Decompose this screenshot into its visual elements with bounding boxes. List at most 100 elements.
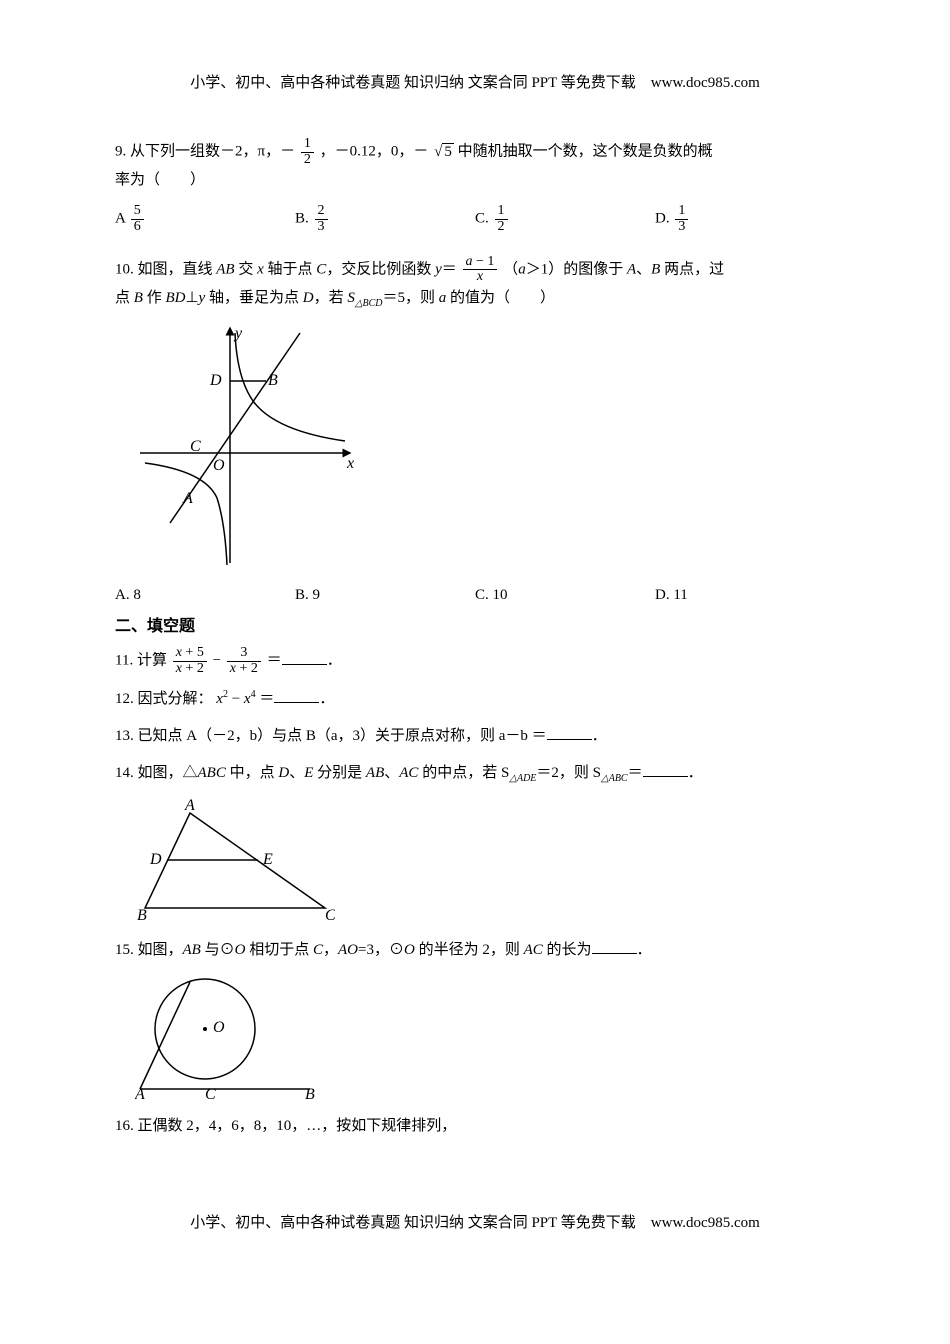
- var-ab: AB: [366, 765, 384, 781]
- var-x: x: [216, 691, 223, 707]
- q11-pre: 11. 计算: [115, 653, 171, 669]
- opt-frac: 5 6: [131, 204, 144, 234]
- answer-blank[interactable]: [643, 761, 688, 777]
- svg-text:y: y: [233, 325, 243, 342]
- frac-den: x: [463, 270, 498, 285]
- radicand: 5: [442, 143, 454, 160]
- opt-label: D.: [655, 211, 670, 227]
- q10-l2c: 轴，垂足为点: [205, 290, 303, 306]
- q9-opt-d: D. 1 3: [655, 204, 835, 234]
- var-c: C: [316, 261, 326, 277]
- q11-frac1: x + 5 x + 2: [173, 646, 207, 676]
- q15-m2: 相切于点: [245, 942, 313, 958]
- var-o: O: [235, 942, 246, 958]
- q10-ans-c: C. 10: [475, 582, 655, 609]
- exp4: 4: [251, 689, 256, 700]
- answer-blank[interactable]: [274, 687, 319, 703]
- q10-l1e: （: [503, 261, 518, 277]
- frac-num: 5: [131, 204, 144, 220]
- question-12: 12. 因式分解： x2 − x4 ＝．: [115, 686, 835, 713]
- q13-post: ．: [592, 728, 607, 744]
- var-ao: AO: [338, 942, 358, 958]
- var-o2: O: [404, 942, 415, 958]
- var-c: C: [313, 942, 323, 958]
- q9-text-b: ，－0.12，0，－: [320, 144, 429, 160]
- svg-text:x: x: [346, 455, 354, 472]
- frac-den: x + 2: [173, 662, 207, 677]
- q10-l2e: 的值为（ ）: [446, 290, 555, 306]
- q15-post: ．: [637, 942, 652, 958]
- opt-frac: 2 3: [315, 204, 328, 234]
- q10-l1c: 轴于点: [264, 261, 317, 277]
- question-16: 16. 正偶数 2，4，6，8，10，…，按如下规律排列，: [115, 1113, 835, 1140]
- perp: ⊥: [185, 290, 198, 306]
- answer-blank[interactable]: [592, 938, 637, 954]
- sub-abc: △ABC: [601, 773, 628, 784]
- q10-eq5: ＝5，则: [383, 290, 439, 306]
- q9-opt-c: C. 1 2: [475, 204, 655, 234]
- q9-opt-a: A 5 6: [115, 204, 295, 234]
- q14-post: ．: [688, 765, 703, 781]
- q9-tail: 率为（ ）: [115, 167, 835, 194]
- q12-minus: −: [232, 691, 244, 707]
- frac-num: 1: [301, 137, 314, 153]
- q12-pre: 12. 因式分解：: [115, 691, 213, 707]
- q13-text: 13. 已知点 A（－2，b）与点 B（a，3）关于原点对称，则 a－b ＝: [115, 728, 547, 744]
- var-a: a: [518, 261, 526, 277]
- question-9-options: A 5 6 B. 2 3 C. 1 2 D. 1 3: [115, 204, 835, 234]
- svg-text:E: E: [262, 851, 273, 868]
- opt-label: C.: [475, 211, 489, 227]
- circle-tangent-icon: O A B C: [135, 974, 315, 1099]
- q14-m2: 、: [289, 765, 304, 781]
- frac-den: x + 2: [227, 662, 261, 677]
- var-bd: BD: [165, 290, 185, 306]
- q11-frac2: 3 x + 2: [227, 646, 261, 676]
- var-x: x: [257, 261, 264, 277]
- var-ac: AC: [399, 765, 418, 781]
- eq: ＝: [442, 261, 457, 277]
- frac-den: 6: [131, 220, 144, 235]
- var-b2: B: [651, 261, 660, 277]
- svg-text:A: A: [135, 1086, 145, 1099]
- svg-text:A: A: [182, 490, 193, 507]
- triangle-icon: A B C D E: [135, 798, 335, 923]
- q10-l1b: 交: [235, 261, 258, 277]
- q9-opt-b: B. 2 3: [295, 204, 475, 234]
- var-ab: AB: [216, 261, 234, 277]
- var-ab: AB: [183, 942, 201, 958]
- q14-m1: 中，点: [226, 765, 279, 781]
- svg-text:A: A: [184, 798, 195, 814]
- var-abc: ABC: [198, 765, 226, 781]
- frac-num: 3: [227, 646, 261, 662]
- answer-blank[interactable]: [282, 649, 327, 665]
- answer-blank[interactable]: [547, 724, 592, 740]
- question-11: 11. 计算 x + 5 x + 2 − 3 x + 2 ＝．: [115, 646, 835, 676]
- q10-l2a: 点: [115, 290, 134, 306]
- section-2-title: 二、填空题: [115, 613, 835, 642]
- q10-l1g: 两点，过: [660, 261, 724, 277]
- opt-frac: 1 2: [495, 204, 508, 234]
- frac-den: 3: [675, 220, 688, 235]
- exp2: 2: [223, 689, 228, 700]
- var-d: D: [303, 290, 314, 306]
- frac-num: 1: [495, 204, 508, 220]
- opt-frac: 1 3: [675, 204, 688, 234]
- q12-eq: ＝: [259, 691, 274, 707]
- q10-graph: y x O D B C A: [135, 323, 835, 578]
- q10-ans-a: A. 8: [115, 582, 295, 609]
- svg-text:B: B: [137, 907, 147, 923]
- question-10: 10. 如图，直线 AB 交 x 轴于点 C，交反比例函数 y＝ a − 1 x…: [115, 255, 835, 313]
- txt: + 5: [182, 645, 204, 660]
- svg-text:B: B: [268, 372, 278, 389]
- var-x2: x: [244, 691, 251, 707]
- page-header: 小学、初中、高中各种试卷真题 知识归纳 文案合同 PPT 等免费下载 www.d…: [115, 70, 835, 97]
- q15-m6: 的长为: [543, 942, 592, 958]
- svg-text:C: C: [190, 438, 201, 455]
- frac-den: 3: [315, 220, 328, 235]
- page-footer: 小学、初中、高中各种试卷真题 知识归纳 文案合同 PPT 等免费下载 www.d…: [115, 1210, 835, 1237]
- q12-post: ．: [319, 691, 334, 707]
- question-13: 13. 已知点 A（－2，b）与点 B（a，3）关于原点对称，则 a－b ＝ ．: [115, 723, 835, 750]
- question-10-answers: A. 8 B. 9 C. 10 D. 11: [115, 582, 835, 609]
- var-s: S: [347, 290, 355, 306]
- frac-den: 2: [301, 153, 314, 168]
